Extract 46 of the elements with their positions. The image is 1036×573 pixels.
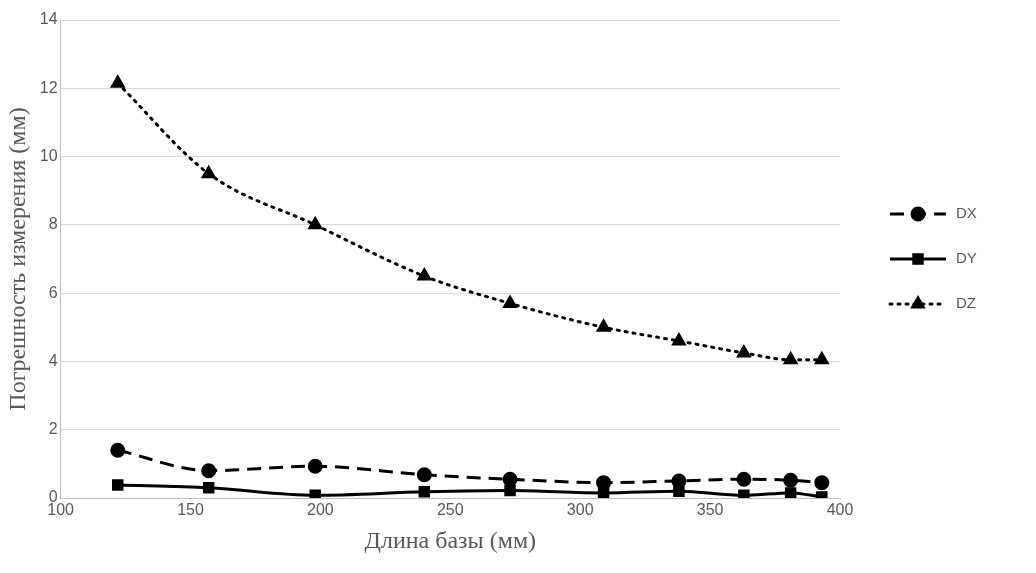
point — [201, 166, 216, 179]
legend-label: DZ — [956, 294, 976, 312]
point — [672, 333, 686, 346]
point — [503, 295, 517, 308]
point — [201, 463, 217, 479]
y-tick-label: 14 — [39, 10, 58, 28]
y-tick-label: 8 — [48, 215, 58, 233]
y-tick-label: 12 — [39, 78, 58, 96]
y-axis-title: Погрешность измерения (мм) — [3, 107, 30, 411]
point — [671, 473, 687, 489]
point — [417, 268, 432, 281]
point — [784, 487, 797, 498]
point — [112, 479, 124, 491]
x-tick-label: 100 — [47, 501, 75, 519]
point — [673, 485, 685, 497]
legend-label: DY — [956, 249, 977, 267]
point — [110, 442, 126, 458]
point — [202, 482, 215, 494]
point — [736, 471, 752, 487]
point — [815, 352, 829, 365]
point — [737, 345, 751, 358]
point — [416, 467, 432, 483]
point — [418, 486, 431, 498]
point — [308, 217, 322, 230]
point — [504, 484, 516, 497]
x-tick-label: 250 — [436, 501, 464, 519]
y-tick-label: 6 — [48, 283, 58, 301]
point — [596, 319, 611, 332]
legend-label: DX — [956, 204, 977, 222]
point — [111, 75, 125, 88]
point — [307, 458, 323, 474]
x-tick-label: 200 — [307, 501, 334, 519]
point — [783, 352, 798, 365]
x-axis-title: Длина базы (мм) — [364, 526, 537, 553]
point — [738, 489, 750, 498]
x-tick-label: 300 — [566, 501, 594, 519]
y-tick-label: 4 — [48, 351, 58, 369]
x-tick-label: 350 — [696, 501, 724, 519]
point — [814, 475, 830, 491]
y-tick-label: 10 — [39, 146, 58, 164]
x-tick-label: 150 — [177, 501, 204, 519]
x-tick-label: 400 — [826, 501, 854, 519]
y-tick-label: 2 — [48, 420, 58, 438]
point — [502, 471, 518, 487]
point — [783, 472, 799, 488]
point — [309, 489, 321, 498]
